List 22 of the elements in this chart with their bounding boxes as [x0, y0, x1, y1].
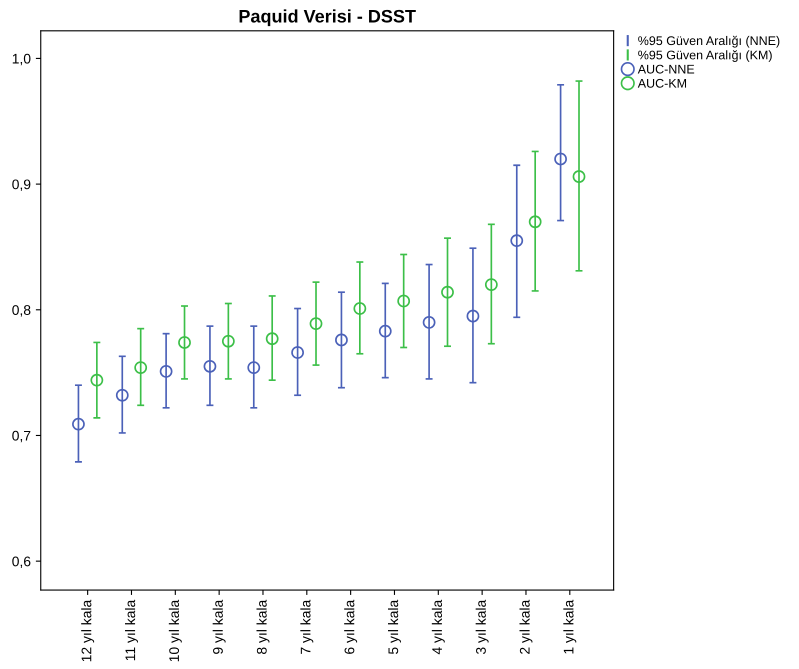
x-tick-label: 3 yıl kala: [476, 600, 489, 654]
y-tick-label: 0,9: [12, 179, 30, 191]
chart-title: Paquid Verisi - DSST: [240, 9, 416, 26]
x-tick-label: 5 yıl kala: [388, 600, 401, 654]
text: %95 Güven Aralığı (NNE): [638, 36, 780, 48]
x-tick-label: 7 yıl kala: [300, 600, 314, 654]
x-tick-label: 4 yıl kala: [432, 600, 445, 654]
y-tick-label: 0,7: [12, 430, 30, 442]
legend-label: AUC-KM: [638, 78, 686, 88]
x-tick-label: 6 yıl kala: [344, 600, 358, 654]
x-tick-label: 1 yıl kala: [563, 600, 576, 654]
x-tick-label: 8 yıl kala: [256, 600, 270, 654]
x-tick-label: 9 yıl kala: [212, 600, 226, 654]
x-tick-label: 11 yıl kala: [125, 600, 138, 660]
y-tick-label: 1,0: [12, 54, 30, 66]
x-tick-label: 10 yıl kala: [168, 600, 182, 662]
text: %95 Güven Aralığı (KM): [638, 50, 772, 62]
y-tick-label: 0,8: [12, 305, 30, 317]
legend-label: AUC-NNE: [638, 64, 694, 74]
x-tick-label: 2 yıl kala: [519, 600, 532, 654]
y-tick-label: 0,6: [12, 556, 30, 568]
x-tick-label: 12 yıl kala: [81, 600, 94, 662]
